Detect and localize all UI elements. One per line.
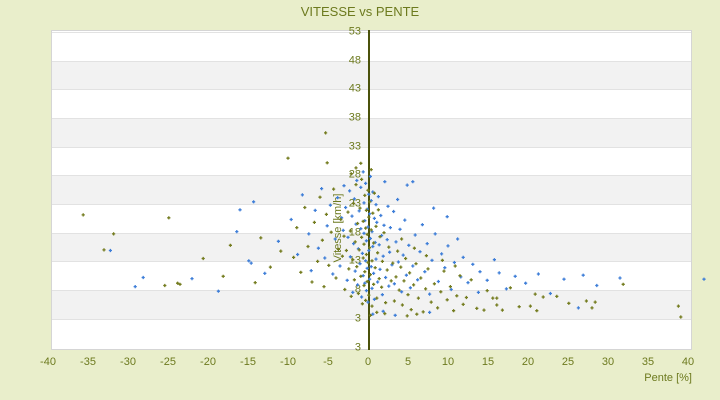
x-tick-label: -35	[80, 356, 96, 368]
plot-band-gray	[52, 232, 691, 262]
y-tick-label: 28	[348, 168, 361, 181]
x-tick-label: 5	[404, 356, 412, 368]
x-tick-label: 25	[561, 356, 575, 368]
plot-band-gray	[52, 175, 691, 205]
x-tick-label: -10	[280, 356, 296, 368]
x-tick-label: -20	[200, 356, 216, 368]
gridline	[52, 261, 691, 263]
x-tick-label: -5	[323, 356, 333, 368]
y-tick-label: 48	[348, 54, 361, 67]
x-tick-label: 0	[364, 356, 372, 368]
plot-band-gray	[52, 290, 691, 319]
y-tick-label: 8	[354, 283, 361, 296]
x-tick-label: 10	[441, 356, 455, 368]
x-tick-label: -30	[120, 356, 136, 368]
gridline	[52, 60, 691, 62]
y-axis-title: Vitesse [km/h]	[332, 193, 344, 263]
gridline	[52, 232, 691, 234]
x-tick-label: 30	[601, 356, 615, 368]
y-tick-label: 3	[354, 312, 361, 325]
gridline	[52, 146, 691, 148]
x-tick-label: -15	[240, 356, 256, 368]
x-tick-label: -40	[40, 356, 56, 368]
vertical-axis-line	[367, 30, 370, 350]
x-tick-label: 35	[641, 356, 655, 368]
gridline	[52, 204, 691, 206]
plot-area	[51, 30, 692, 350]
x-tick-label: 20	[521, 356, 535, 368]
gridline	[52, 118, 691, 120]
x-tick-label: 40	[681, 356, 695, 368]
y-tick-label: 33	[348, 140, 361, 153]
y-axis-bottom-label: 3	[354, 341, 361, 354]
gridline	[52, 290, 691, 292]
x-tick-label: 15	[481, 356, 495, 368]
y-tick-label: 38	[348, 111, 361, 124]
plot-band-gray	[52, 118, 691, 147]
gridline	[52, 318, 691, 320]
y-tick-label: 53	[348, 25, 361, 38]
chart-title: VITESSE vs PENTE	[300, 4, 420, 19]
y-tick-label: 43	[348, 82, 361, 95]
x-axis-title: Pente [%]	[644, 372, 692, 384]
gridline	[52, 175, 691, 177]
gridline	[52, 89, 691, 91]
gridline	[52, 32, 691, 33]
x-tick-label: -25	[160, 356, 176, 368]
plot-band-gray	[52, 60, 691, 90]
